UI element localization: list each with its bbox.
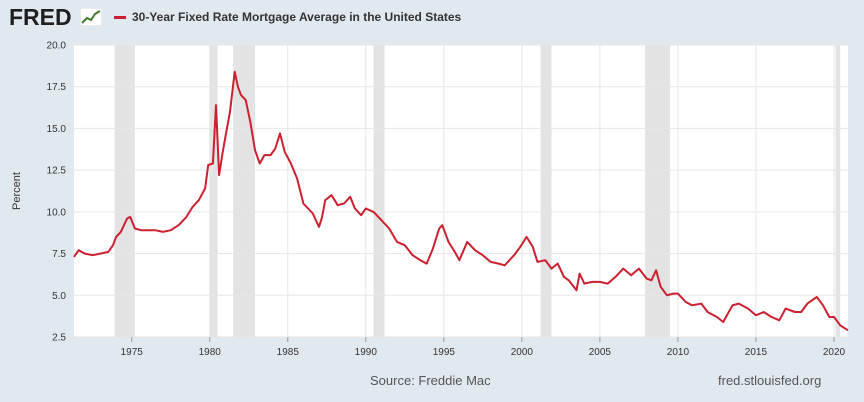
recession-shading [114,45,841,337]
gridlines [74,44,848,338]
y-tick-label: 5.0 [52,291,66,302]
footer-source: Source: Freddie Mac [370,373,491,388]
x-tick-label: 2020 [823,347,846,358]
x-tick-label: 2010 [667,347,690,358]
x-tick-label: 1985 [277,347,300,358]
recession-band [233,45,256,337]
y-axis: 2.5 5.0 7.5 10.0 12.5 15.0 17.5 20.0 [47,41,67,344]
recession-band [373,45,385,337]
y-axis-title: Percent [11,172,23,210]
x-tick-label: 2015 [745,347,768,358]
y-tick-label: 20.0 [47,41,67,52]
fred-logo[interactable]: FRED [9,4,72,30]
y-tick-label: 17.5 [47,82,67,93]
recession-band [835,45,841,337]
recession-band [114,45,135,337]
chart-header: FRED 30-Year Fixed Rate Mortgage Average… [0,0,864,38]
y-tick-label: 7.5 [52,249,66,260]
plot-area [74,45,848,337]
x-tick-label: 2005 [589,347,612,358]
y-tick-label: 10.0 [47,207,67,218]
x-tick-label: 1990 [355,347,378,358]
legend-series-label[interactable]: 30-Year Fixed Rate Mortgage Average in t… [132,10,462,24]
x-tick-label: 1975 [121,347,144,358]
series-line-mortgage-rate[interactable] [73,70,849,332]
recession-band [209,45,218,337]
x-tick-label: 2000 [511,347,534,358]
y-tick-label: 15.0 [47,124,67,135]
x-tick-label: 1995 [433,347,456,358]
chart-legend: 30-Year Fixed Rate Mortgage Average in t… [114,10,461,24]
recession-band [540,45,552,337]
legend-swatch [114,15,126,19]
recession-band [645,45,671,337]
line-chart-icon [80,8,102,26]
y-tick-label: 2.5 [52,333,66,344]
x-tick-label: 1980 [199,347,222,358]
x-axis: 1975 1980 1985 1990 1995 2000 2005 2010 2015 2020 [121,337,846,358]
y-tick-label: 12.5 [47,166,67,177]
footer-url[interactable]: fred.stlouisfed.org [718,373,822,388]
